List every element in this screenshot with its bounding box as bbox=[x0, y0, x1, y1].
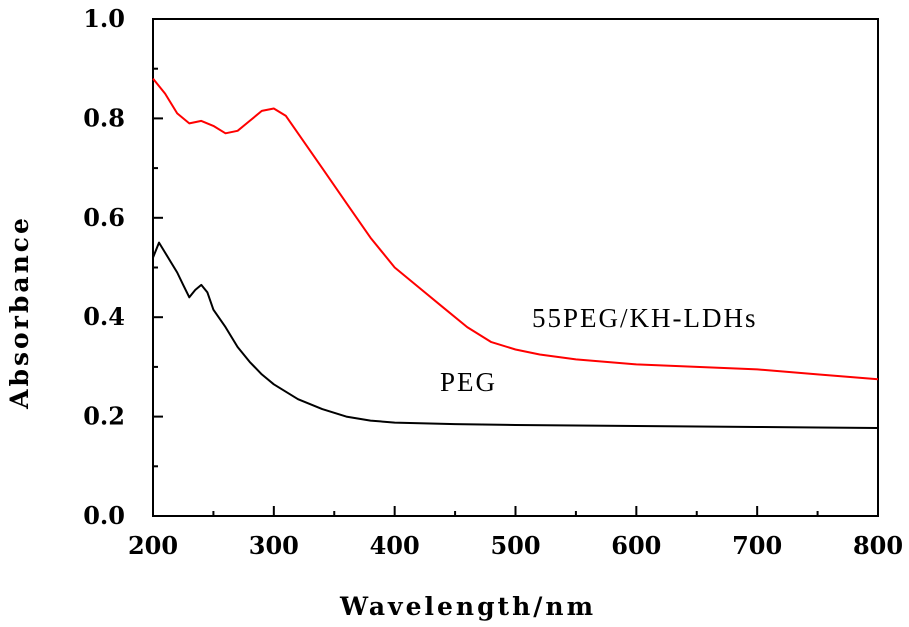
series-lines bbox=[152, 77, 879, 429]
series-label-peg: PEG bbox=[440, 367, 497, 397]
series-line-peg bbox=[152, 241, 879, 429]
y-tick-label: 0.0 bbox=[83, 501, 125, 530]
x-tick-label: 200 bbox=[128, 531, 178, 560]
x-tick-label: 500 bbox=[490, 531, 540, 560]
y-tick-label: 0.6 bbox=[83, 203, 125, 232]
series-line-55peg-kh-ldhs bbox=[152, 77, 879, 381]
y-axis-title: Absorbance bbox=[5, 215, 34, 410]
plot-frame bbox=[152, 18, 879, 517]
y-tick-label: 1.0 bbox=[83, 4, 125, 33]
x-tick-label: 300 bbox=[249, 531, 299, 560]
tick-labels: 200 300 400 500 600 700 800 0.0 0.2 0.4 0.6 0.8 1.0 bbox=[83, 4, 903, 560]
x-axis-title: Wavelength/nm bbox=[339, 592, 596, 621]
axis-ticks bbox=[152, 18, 879, 517]
x-tick-label: 400 bbox=[370, 531, 420, 560]
x-tick-label: 700 bbox=[732, 531, 782, 560]
y-tick-label: 0.8 bbox=[83, 103, 125, 132]
x-tick-label: 800 bbox=[853, 531, 903, 560]
series-label-55peg-kh-ldhs: 55PEG/KH-LDHs bbox=[532, 303, 758, 333]
x-tick-label: 600 bbox=[611, 531, 661, 560]
y-tick-label: 0.2 bbox=[83, 402, 125, 431]
y-tick-label: 0.4 bbox=[83, 302, 125, 331]
